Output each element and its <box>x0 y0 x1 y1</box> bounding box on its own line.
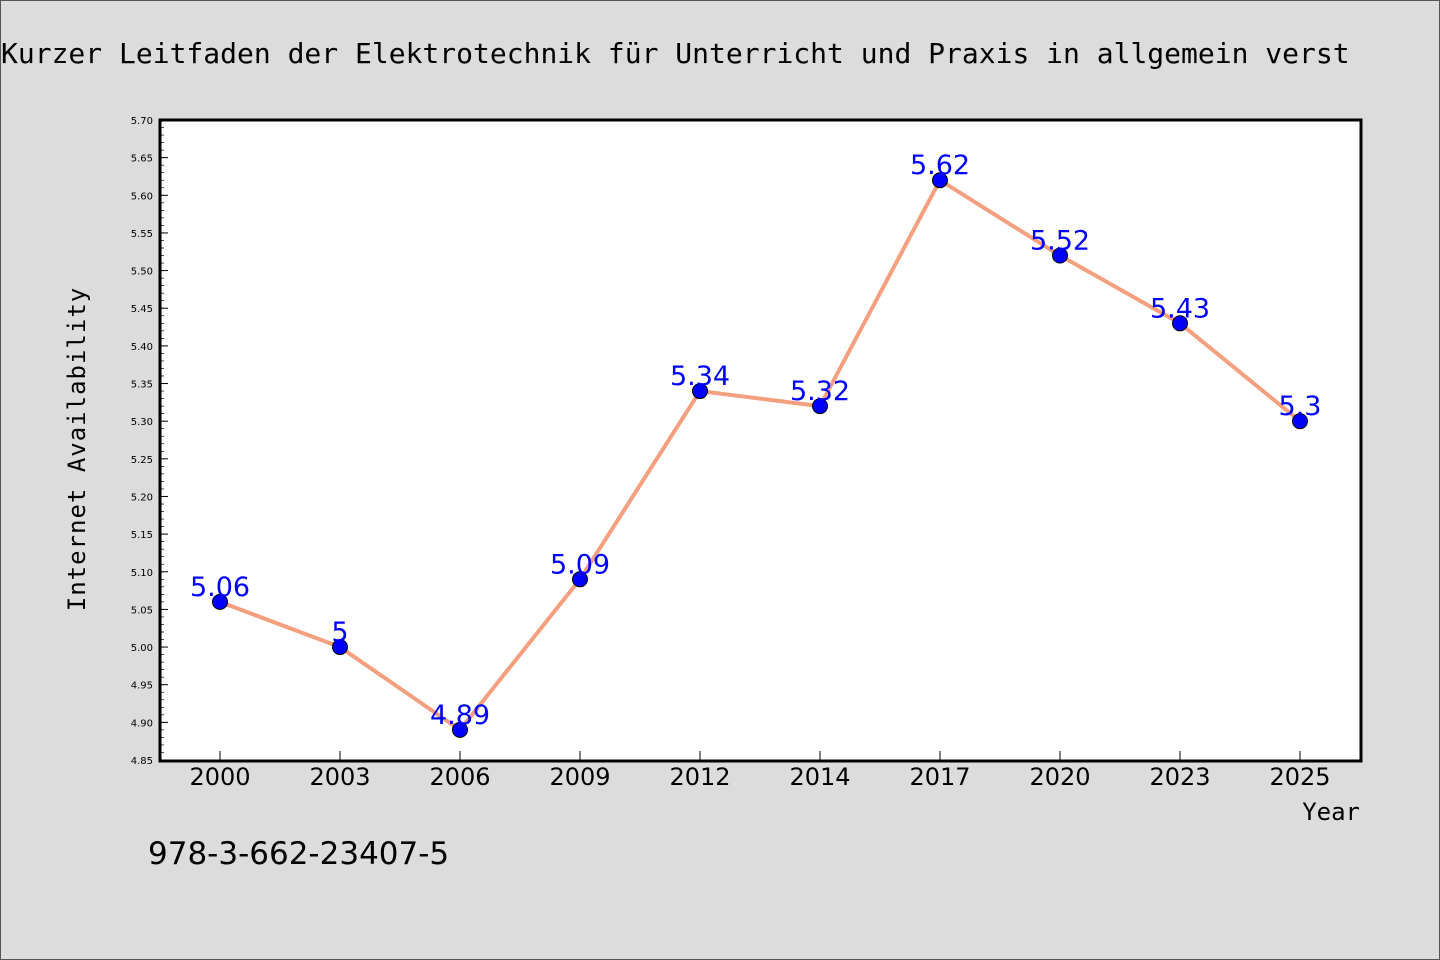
isbn-text: 978-3-662-23407-5 <box>148 836 449 872</box>
y-tick-label: 5.45 <box>131 304 153 315</box>
y-tick-label: 5.05 <box>131 605 153 616</box>
x-tick-label: 2020 <box>1029 763 1090 791</box>
y-tick-label: 5.20 <box>131 492 153 503</box>
x-tick-label: 2014 <box>789 763 850 791</box>
data-label: 5.3 <box>1279 391 1322 422</box>
x-axis-label: Year <box>1302 798 1360 826</box>
data-label: 5.43 <box>1150 293 1210 324</box>
data-point-marker <box>692 383 708 400</box>
y-tick-label: 4.95 <box>131 681 153 692</box>
y-tick-label: 4.90 <box>131 718 153 729</box>
y-tick-label: 5.55 <box>131 229 153 240</box>
y-tick-label: 5.35 <box>131 380 153 391</box>
y-tick-label: 5.30 <box>131 417 153 428</box>
y-tick-label: 5.40 <box>131 342 153 353</box>
data-point-marker <box>812 398 828 415</box>
data-label: 5.34 <box>670 361 730 392</box>
data-point-marker <box>932 172 948 189</box>
y-tick-label: 4.85 <box>131 756 153 767</box>
y-tick-label: 5.70 <box>131 116 153 127</box>
series-line-group: 5.06 5 4.89 5.09 5.34 5.32 5.62 5.52 5.43 5.3 <box>190 150 1322 738</box>
y-axis: 4.85 4.90 4.95 5.00 5.05 5.10 5.15 5.20 5.25 5.30… <box>131 116 168 767</box>
x-tick-label: 2009 <box>549 763 610 791</box>
x-tick-label: 2006 <box>429 763 490 791</box>
data-label: 5.09 <box>550 549 610 580</box>
data-label: 5.62 <box>910 150 970 181</box>
x-tick-label: 2017 <box>909 763 970 791</box>
data-point-marker <box>572 571 588 588</box>
y-tick-label: 5.65 <box>131 154 153 165</box>
data-point-marker <box>452 721 468 738</box>
chart-title: Kurzer Leitfaden der Elektrotechnik für … <box>1 37 1350 70</box>
data-point-marker <box>332 639 348 656</box>
x-tick-label: 2025 <box>1269 763 1330 791</box>
y-axis-label: Internet Availability <box>63 287 91 611</box>
data-label: 5.52 <box>1030 226 1090 257</box>
data-point-marker <box>212 593 228 610</box>
plot-area <box>158 118 1363 763</box>
x-tick-label: 2023 <box>1149 763 1210 791</box>
y-tick-label: 5.50 <box>131 267 153 278</box>
y-tick-label: 5.10 <box>131 568 153 579</box>
x-axis: 2000 2003 2006 2009 2012 2014 2017 2020 2023 2025 <box>189 751 1331 791</box>
data-label: 5.32 <box>790 376 850 407</box>
y-tick-label: 5.15 <box>131 530 153 541</box>
data-point-marker <box>1292 413 1308 430</box>
series-line <box>219 178 1302 732</box>
x-tick-label: 2000 <box>189 763 250 791</box>
data-label: 4.89 <box>430 700 490 731</box>
y-tick-label: 5.60 <box>131 191 153 202</box>
data-point-marker <box>1052 247 1068 264</box>
data-label: 5 <box>331 617 348 648</box>
data-label: 5.06 <box>190 572 250 603</box>
y-tick-label: 5.25 <box>131 455 153 466</box>
x-tick-label: 2003 <box>309 763 370 791</box>
y-tick-label: 5.00 <box>131 643 153 654</box>
data-point-marker <box>1172 315 1188 332</box>
x-tick-label: 2012 <box>669 763 730 791</box>
